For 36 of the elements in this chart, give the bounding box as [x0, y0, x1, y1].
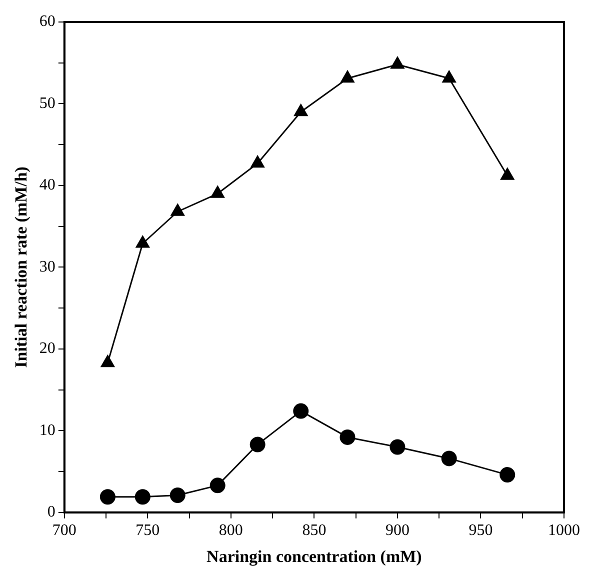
point — [210, 478, 226, 494]
point — [390, 439, 406, 455]
point — [500, 168, 514, 180]
x-tick-label: 950 — [468, 522, 493, 540]
point — [170, 204, 184, 216]
point — [134, 489, 150, 505]
point — [441, 450, 457, 466]
point — [294, 104, 308, 116]
y-tick-label: 60 — [39, 13, 56, 30]
point — [250, 156, 264, 168]
y-tick-label: 30 — [39, 258, 56, 276]
point — [442, 70, 456, 83]
point — [100, 355, 115, 368]
x-tick-label: 850 — [302, 522, 326, 540]
y-tick-label: 0 — [47, 504, 56, 521]
x-axis-title: Naringin concentration (mM) — [206, 547, 422, 566]
point — [500, 467, 516, 483]
x-tick-label: 750 — [136, 522, 160, 540]
x-tick-label: 700 — [52, 522, 76, 540]
point — [293, 403, 309, 419]
y-tick-label: 50 — [39, 94, 56, 112]
x-tick-label: 800 — [218, 522, 243, 540]
y-axis-title: Initial reaction rate (mM/h) — [12, 166, 31, 368]
x-tick-label: 1000 — [548, 522, 580, 540]
y-tick-label: 40 — [39, 176, 56, 194]
point — [390, 56, 404, 69]
point — [136, 236, 150, 248]
x-tick-label: 900 — [385, 522, 410, 540]
point — [340, 70, 354, 83]
y-tick-label: 10 — [39, 422, 56, 439]
y-tick-label: 20 — [39, 340, 56, 358]
point — [170, 487, 186, 503]
point — [340, 429, 356, 445]
point — [210, 186, 224, 198]
point — [250, 436, 266, 452]
point — [100, 489, 116, 505]
